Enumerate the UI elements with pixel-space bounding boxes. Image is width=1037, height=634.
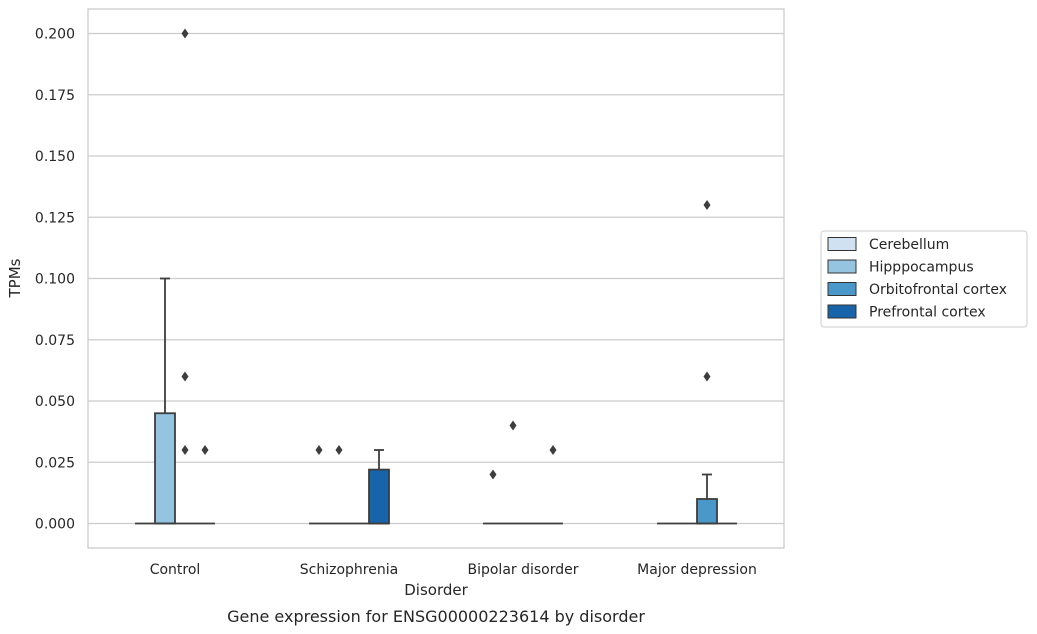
y-tick-label: 0.050 [35, 394, 75, 410]
outlier-point [549, 445, 557, 455]
outlier-point [315, 445, 323, 455]
outlier-point [181, 371, 189, 382]
y-tick-label: 0.100 [35, 272, 75, 288]
box-body [696, 498, 718, 525]
legend-label: Orbitofrontal cortex [869, 282, 1007, 298]
legend-item: Prefrontal cortex [827, 304, 986, 321]
box-prefrontal-cortex [195, 445, 215, 525]
outlier-point [489, 469, 497, 480]
y-tick-label: 0.125 [35, 210, 75, 226]
y-tick-label: 0.075 [35, 333, 75, 349]
category-group [657, 200, 737, 525]
gridlines [88, 32, 784, 525]
legend-label: Cerebellum [869, 237, 949, 253]
legend-item: Cerebellum [827, 237, 949, 253]
y-tick-labels: 0.000 0.025 0.050 0.075 0.100 0.125 0.150 0.175… [35, 27, 75, 533]
legend-swatch [827, 304, 857, 319]
x-tick-labels: Control Schizophrenia Bipolar disorder Majo… [150, 562, 757, 578]
box-hipppocampus [154, 277, 176, 525]
category-group [135, 28, 215, 525]
y-tick-label: 0.200 [35, 27, 75, 43]
box-body [154, 412, 176, 525]
legend-swatch [827, 282, 857, 296]
outlier-point [703, 200, 711, 210]
box-prefrontal-cortex [543, 445, 563, 525]
outlier-point [201, 445, 209, 455]
box-cerebellum [309, 445, 329, 525]
box-body [368, 468, 390, 525]
legend-label: Prefrontal cortex [869, 305, 986, 321]
outlier-point [335, 445, 343, 455]
legend-frame [820, 230, 1028, 328]
legend-swatch [827, 259, 857, 274]
x-axis-title: Disorder [404, 581, 468, 599]
box-groups [135, 28, 737, 525]
box-hipppocampus [503, 420, 523, 525]
outlier-point [703, 371, 711, 382]
y-axis-title: TPMs [6, 258, 24, 298]
category-group [309, 445, 390, 525]
box-hipppocampus [329, 445, 349, 525]
legend-swatch [827, 237, 857, 251]
plot-frame [87, 8, 785, 549]
legend: Cerebellum Hipppocampus Orbitofrontal cort… [820, 230, 1028, 328]
box-orbitofrontal-cortex [696, 200, 718, 525]
x-tick-label: Schizophrenia [300, 562, 398, 578]
y-tick-label: 0.150 [35, 149, 75, 165]
outlier-point [181, 28, 189, 39]
x-tick-label: Major depression [637, 562, 757, 578]
x-tick-label: Bipolar disorder [467, 562, 578, 578]
box-cerebellum [483, 469, 503, 525]
legend-item: Hipppocampus [827, 259, 974, 276]
y-tick-label: 0.175 [35, 88, 75, 104]
category-group [483, 420, 563, 525]
outlier-point [181, 445, 189, 455]
chart-caption: Gene expression for ENSG00000223614 by d… [227, 607, 645, 626]
legend-item: Orbitofrontal cortex [827, 282, 1007, 298]
outlier-point [509, 420, 517, 431]
legend-label: Hipppocampus [869, 260, 974, 276]
box-prefrontal-cortex [368, 449, 390, 525]
y-tick-label: 0.000 [35, 517, 75, 533]
y-tick-label: 0.025 [35, 455, 75, 471]
x-tick-label: Control [150, 562, 201, 578]
box-orbitofrontal-cortex [175, 28, 195, 525]
